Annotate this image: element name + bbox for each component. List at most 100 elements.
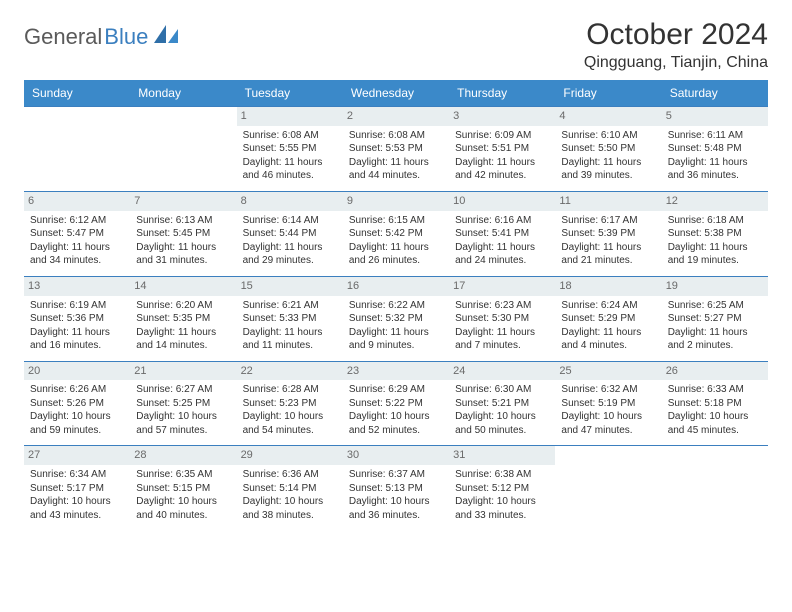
day-info: Sunrise: 6:32 AMSunset: 5:19 PMDaylight:… bbox=[561, 383, 655, 437]
day-info: Sunrise: 6:21 AMSunset: 5:33 PMDaylight:… bbox=[243, 299, 337, 353]
sunset-line: Sunset: 5:44 PM bbox=[243, 227, 337, 241]
day-info: Sunrise: 6:38 AMSunset: 5:12 PMDaylight:… bbox=[455, 468, 549, 522]
weekday-header: Sunday bbox=[24, 80, 130, 107]
logo-text-blue: Blue bbox=[104, 24, 148, 50]
daylight-line: Daylight: 10 hours and 54 minutes. bbox=[243, 410, 337, 437]
calendar-day-cell: 8Sunrise: 6:14 AMSunset: 5:44 PMDaylight… bbox=[237, 191, 343, 276]
day-info: Sunrise: 6:08 AMSunset: 5:53 PMDaylight:… bbox=[349, 129, 443, 183]
sunset-line: Sunset: 5:17 PM bbox=[30, 482, 124, 496]
sunset-line: Sunset: 5:13 PM bbox=[349, 482, 443, 496]
day-info: Sunrise: 6:27 AMSunset: 5:25 PMDaylight:… bbox=[136, 383, 230, 437]
calendar-day-cell: 18Sunrise: 6:24 AMSunset: 5:29 PMDayligh… bbox=[555, 276, 661, 361]
weekday-header: Monday bbox=[130, 80, 236, 107]
sunrise-line: Sunrise: 6:21 AM bbox=[243, 299, 337, 313]
day-number: 15 bbox=[237, 277, 343, 296]
sunrise-line: Sunrise: 6:14 AM bbox=[243, 214, 337, 228]
calendar-day-cell: 2 Sunrise: 6:08 AMSunset: 5:53 PMDaylight… bbox=[343, 107, 449, 192]
logo-sail-icon bbox=[154, 25, 180, 50]
sunrise-line: Sunrise: 6:30 AM bbox=[455, 383, 549, 397]
sunset-line: Sunset: 5:23 PM bbox=[243, 397, 337, 411]
sunset-line: Sunset: 5:19 PM bbox=[561, 397, 655, 411]
sunrise-line: Sunrise: 6:08 AM bbox=[349, 129, 443, 143]
day-number: 1 bbox=[237, 107, 343, 126]
sunset-line: Sunset: 5:50 PM bbox=[561, 142, 655, 156]
sunrise-line: Sunrise: 6:25 AM bbox=[668, 299, 762, 313]
daylight-line: Daylight: 11 hours and 26 minutes. bbox=[349, 241, 443, 268]
calendar-day-cell: 5 Sunrise: 6:11 AMSunset: 5:48 PMDaylight… bbox=[662, 107, 768, 192]
sunset-line: Sunset: 5:18 PM bbox=[668, 397, 762, 411]
calendar-day-cell: 26Sunrise: 6:33 AMSunset: 5:18 PMDayligh… bbox=[662, 361, 768, 446]
daylight-line: Daylight: 10 hours and 43 minutes. bbox=[30, 495, 124, 522]
calendar-day-cell: 3Sunrise: 6:09 AMSunset: 5:51 PMDaylight… bbox=[449, 107, 555, 192]
day-number: 2 bbox=[343, 107, 449, 126]
day-number: 28 bbox=[130, 446, 236, 465]
daylight-line: Daylight: 10 hours and 59 minutes. bbox=[30, 410, 124, 437]
day-number: 27 bbox=[24, 446, 130, 465]
day-number: 3 bbox=[449, 107, 555, 126]
sunrise-line: Sunrise: 6:23 AM bbox=[455, 299, 549, 313]
calendar-week-row: 1Sunrise: 6:08 AMSunset: 5:55 PMDaylight… bbox=[24, 107, 768, 192]
sunset-line: Sunset: 5:45 PM bbox=[136, 227, 230, 241]
calendar-day-cell: 17Sunrise: 6:23 AMSunset: 5:30 PMDayligh… bbox=[449, 276, 555, 361]
calendar-day-cell: 27Sunrise: 6:34 AMSunset: 5:17 PMDayligh… bbox=[24, 446, 130, 530]
day-number: 17 bbox=[449, 277, 555, 296]
sunrise-line: Sunrise: 6:38 AM bbox=[455, 468, 549, 482]
daylight-line: Daylight: 11 hours and 29 minutes. bbox=[243, 241, 337, 268]
day-number: 23 bbox=[343, 362, 449, 381]
sunrise-line: Sunrise: 6:22 AM bbox=[349, 299, 443, 313]
day-number: 30 bbox=[343, 446, 449, 465]
daylight-line: Daylight: 11 hours and 36 minutes. bbox=[668, 156, 762, 183]
day-info: Sunrise: 6:26 AMSunset: 5:26 PMDaylight:… bbox=[30, 383, 124, 437]
daylight-line: Daylight: 11 hours and 9 minutes. bbox=[349, 326, 443, 353]
daylight-line: Daylight: 11 hours and 2 minutes. bbox=[668, 326, 762, 353]
calendar-day-cell: 16Sunrise: 6:22 AMSunset: 5:32 PMDayligh… bbox=[343, 276, 449, 361]
day-info: Sunrise: 6:33 AMSunset: 5:18 PMDaylight:… bbox=[668, 383, 762, 437]
header: General Blue October 2024 Qingguang, Tia… bbox=[24, 18, 768, 72]
sunset-line: Sunset: 5:22 PM bbox=[349, 397, 443, 411]
sunset-line: Sunset: 5:48 PM bbox=[668, 142, 762, 156]
calendar-day-cell: 22Sunrise: 6:28 AMSunset: 5:23 PMDayligh… bbox=[237, 361, 343, 446]
day-number: 5 bbox=[662, 107, 768, 126]
calendar-day-cell: 14Sunrise: 6:20 AMSunset: 5:35 PMDayligh… bbox=[130, 276, 236, 361]
day-info: Sunrise: 6:35 AMSunset: 5:15 PMDaylight:… bbox=[136, 468, 230, 522]
sunset-line: Sunset: 5:29 PM bbox=[561, 312, 655, 326]
sunrise-line: Sunrise: 6:09 AM bbox=[455, 129, 549, 143]
month-title: October 2024 bbox=[584, 18, 768, 52]
sunrise-line: Sunrise: 6:19 AM bbox=[30, 299, 124, 313]
sunset-line: Sunset: 5:12 PM bbox=[455, 482, 549, 496]
day-number: 10 bbox=[449, 192, 555, 211]
sunrise-line: Sunrise: 6:33 AM bbox=[668, 383, 762, 397]
location: Qingguang, Tianjin, China bbox=[584, 54, 768, 72]
calendar-day-cell: 1Sunrise: 6:08 AMSunset: 5:55 PMDaylight… bbox=[237, 107, 343, 192]
sunset-line: Sunset: 5:15 PM bbox=[136, 482, 230, 496]
calendar-week-row: 27Sunrise: 6:34 AMSunset: 5:17 PMDayligh… bbox=[24, 446, 768, 530]
sunrise-line: Sunrise: 6:17 AM bbox=[561, 214, 655, 228]
calendar-day-cell: 4Sunrise: 6:10 AMSunset: 5:50 PMDaylight… bbox=[555, 107, 661, 192]
sunset-line: Sunset: 5:51 PM bbox=[455, 142, 549, 156]
day-number: 6 bbox=[24, 192, 130, 211]
sunset-line: Sunset: 5:33 PM bbox=[243, 312, 337, 326]
logo-text-general: General bbox=[24, 24, 102, 50]
calendar-day-cell: 30Sunrise: 6:37 AMSunset: 5:13 PMDayligh… bbox=[343, 446, 449, 530]
day-info: Sunrise: 6:12 AMSunset: 5:47 PMDaylight:… bbox=[30, 214, 124, 268]
weekday-header: Tuesday bbox=[237, 80, 343, 107]
sunrise-line: Sunrise: 6:18 AM bbox=[668, 214, 762, 228]
sunrise-line: Sunrise: 6:10 AM bbox=[561, 129, 655, 143]
calendar-day-cell: 12Sunrise: 6:18 AMSunset: 5:38 PMDayligh… bbox=[662, 191, 768, 276]
day-number: 24 bbox=[449, 362, 555, 381]
calendar-empty-cell bbox=[24, 107, 130, 192]
calendar-day-cell: 25 Sunrise: 6:32 AMSunset: 5:19 PMDayligh… bbox=[555, 361, 661, 446]
calendar-day-cell: 7Sunrise: 6:13 AMSunset: 5:45 PMDaylight… bbox=[130, 191, 236, 276]
daylight-line: Daylight: 11 hours and 39 minutes. bbox=[561, 156, 655, 183]
sunrise-line: Sunrise: 6:35 AM bbox=[136, 468, 230, 482]
daylight-line: Daylight: 11 hours and 44 minutes. bbox=[349, 156, 443, 183]
sunrise-line: Sunrise: 6:11 AM bbox=[668, 129, 762, 143]
sunset-line: Sunset: 5:41 PM bbox=[455, 227, 549, 241]
day-info: Sunrise: 6:16 AMSunset: 5:41 PMDaylight:… bbox=[455, 214, 549, 268]
logo: General Blue bbox=[24, 24, 180, 50]
daylight-line: Daylight: 10 hours and 45 minutes. bbox=[668, 410, 762, 437]
day-info: Sunrise: 6:36 AMSunset: 5:14 PMDaylight:… bbox=[243, 468, 337, 522]
daylight-line: Daylight: 11 hours and 24 minutes. bbox=[455, 241, 549, 268]
day-number: 25 bbox=[555, 362, 661, 381]
sunset-line: Sunset: 5:26 PM bbox=[30, 397, 124, 411]
